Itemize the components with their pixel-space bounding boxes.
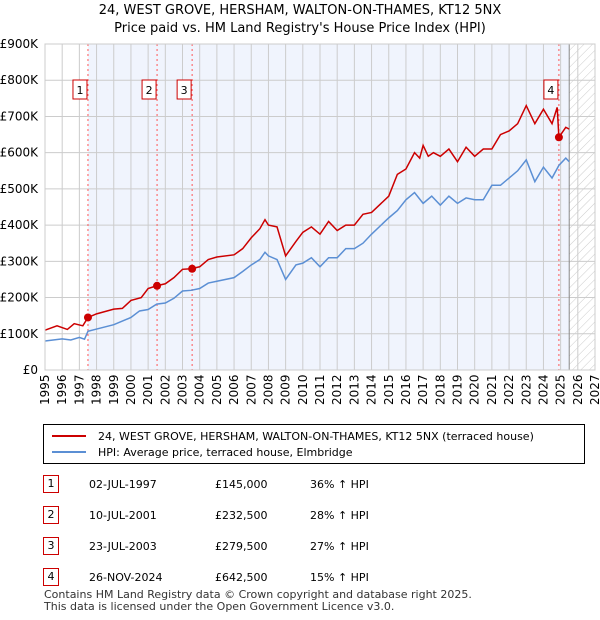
x-tick-label: 2009 bbox=[279, 374, 293, 405]
sale-point bbox=[153, 281, 162, 290]
transaction-price: £145,000 bbox=[215, 478, 268, 491]
price-chart: 1995 1996 1997 1998 1999 2000 2001 2002 2003 2004… bbox=[0, 37, 600, 405]
x-tick-label: 1998 bbox=[90, 374, 104, 405]
x-tick-label: 2026 bbox=[571, 374, 585, 405]
x-tick-label: 2024 bbox=[536, 374, 550, 405]
transaction-date: 10-JUL-2001 bbox=[89, 509, 157, 522]
transaction-number: 1 bbox=[43, 475, 59, 493]
y-tick-label: £0 bbox=[23, 363, 38, 377]
y-tick-label: £600K bbox=[0, 146, 39, 160]
sale-point bbox=[188, 264, 197, 273]
sale-label: 1 bbox=[76, 84, 83, 97]
y-tick-label: £300K bbox=[0, 254, 39, 268]
transaction-date: 02-JUL-1997 bbox=[89, 478, 157, 491]
x-tick-label: 2006 bbox=[227, 374, 241, 405]
x-tick-label: 2017 bbox=[416, 374, 430, 405]
chart-title: 24, WEST GROVE, HERSHAM, WALTON-ON-THAME… bbox=[98, 3, 502, 36]
transaction-hpi: 36% ↑ HPI bbox=[310, 478, 369, 491]
x-tick-label: 1996 bbox=[55, 374, 69, 405]
legend-swatch-hpi bbox=[52, 451, 86, 453]
y-tick-label: £200K bbox=[0, 291, 39, 305]
sale-label-box bbox=[543, 79, 559, 100]
sale-label-box bbox=[141, 79, 157, 100]
x-tick-label: 1999 bbox=[107, 374, 121, 405]
sale-label-box bbox=[72, 79, 88, 100]
transaction-price: £642,500 bbox=[215, 571, 268, 584]
y-tick-label: £100K bbox=[0, 327, 39, 341]
x-tick-label: 2020 bbox=[468, 374, 482, 405]
x-tick-label: 2001 bbox=[141, 374, 155, 405]
x-tick-label: 2022 bbox=[502, 374, 516, 405]
x-tick-label: 2018 bbox=[433, 374, 447, 405]
transaction-hpi: 27% ↑ HPI bbox=[310, 540, 369, 553]
sale-label: 4 bbox=[547, 84, 554, 97]
x-tick-label: 2015 bbox=[382, 374, 396, 405]
property-price-line bbox=[44, 103, 570, 331]
transaction-number: 3 bbox=[43, 537, 59, 555]
x-tick-label: 2016 bbox=[399, 374, 413, 405]
y-tick-label: £900K bbox=[0, 37, 39, 51]
x-tick-label: 2019 bbox=[451, 374, 465, 405]
x-tick-label: 2005 bbox=[210, 374, 224, 405]
sale-label: 3 bbox=[181, 84, 188, 97]
transaction-date: 26-NOV-2024 bbox=[89, 571, 163, 584]
x-tick-label: 2007 bbox=[244, 374, 258, 405]
transaction-price: £232,500 bbox=[215, 509, 268, 522]
y-tick-label: £800K bbox=[0, 73, 39, 87]
x-tick-label: 2027 bbox=[588, 374, 600, 405]
transaction-hpi: 15% ↑ HPI bbox=[310, 571, 369, 584]
footer: Contains HM Land Registry data © Crown c… bbox=[44, 588, 472, 613]
legend-item-property: 24, WEST GROVE, HERSHAM, WALTON-ON-THAME… bbox=[52, 429, 534, 443]
x-tick-label: 2008 bbox=[261, 374, 275, 405]
plot-frame bbox=[44, 43, 596, 371]
sale-point bbox=[554, 133, 563, 142]
sale-label-box bbox=[176, 79, 192, 100]
sale-label: 2 bbox=[146, 84, 153, 97]
x-tick-label: 2013 bbox=[347, 374, 361, 405]
transaction-price: £279,500 bbox=[215, 540, 268, 553]
forecast-hatch bbox=[569, 44, 595, 370]
transaction-hpi: 28% ↑ HPI bbox=[310, 509, 369, 522]
transaction-number: 4 bbox=[43, 568, 59, 586]
x-tick-label: 2002 bbox=[158, 374, 172, 405]
sale-point bbox=[83, 313, 92, 322]
x-tick-label: 2000 bbox=[124, 374, 138, 405]
x-tick-label: 1995 bbox=[38, 374, 52, 405]
legend-item-hpi: HPI: Average price, terraced house, Elmb… bbox=[52, 445, 353, 459]
transaction-date: 23-JUL-2003 bbox=[89, 540, 157, 553]
legend-swatch-property bbox=[52, 435, 86, 437]
y-tick-label: £700K bbox=[0, 109, 39, 123]
y-tick-label: £500K bbox=[0, 182, 39, 196]
x-tick-label: 1997 bbox=[72, 374, 86, 405]
y-tick-label: £400K bbox=[0, 218, 39, 232]
transaction-number: 2 bbox=[43, 506, 59, 524]
x-tick-label: 2021 bbox=[485, 374, 499, 405]
x-tick-label: 2010 bbox=[296, 374, 310, 405]
x-tick-label: 2003 bbox=[176, 374, 190, 405]
hpi-line bbox=[44, 157, 570, 342]
x-tick-label: 2011 bbox=[313, 374, 327, 405]
legend: 24, WEST GROVE, HERSHAM, WALTON-ON-THAME… bbox=[43, 424, 585, 464]
x-tick-label: 2012 bbox=[330, 374, 344, 405]
owned-period-shade bbox=[87, 44, 570, 370]
x-tick-label: 2004 bbox=[193, 374, 207, 405]
x-tick-label: 2025 bbox=[554, 374, 568, 405]
x-tick-label: 2014 bbox=[365, 374, 379, 405]
x-tick-label: 2023 bbox=[519, 374, 533, 405]
